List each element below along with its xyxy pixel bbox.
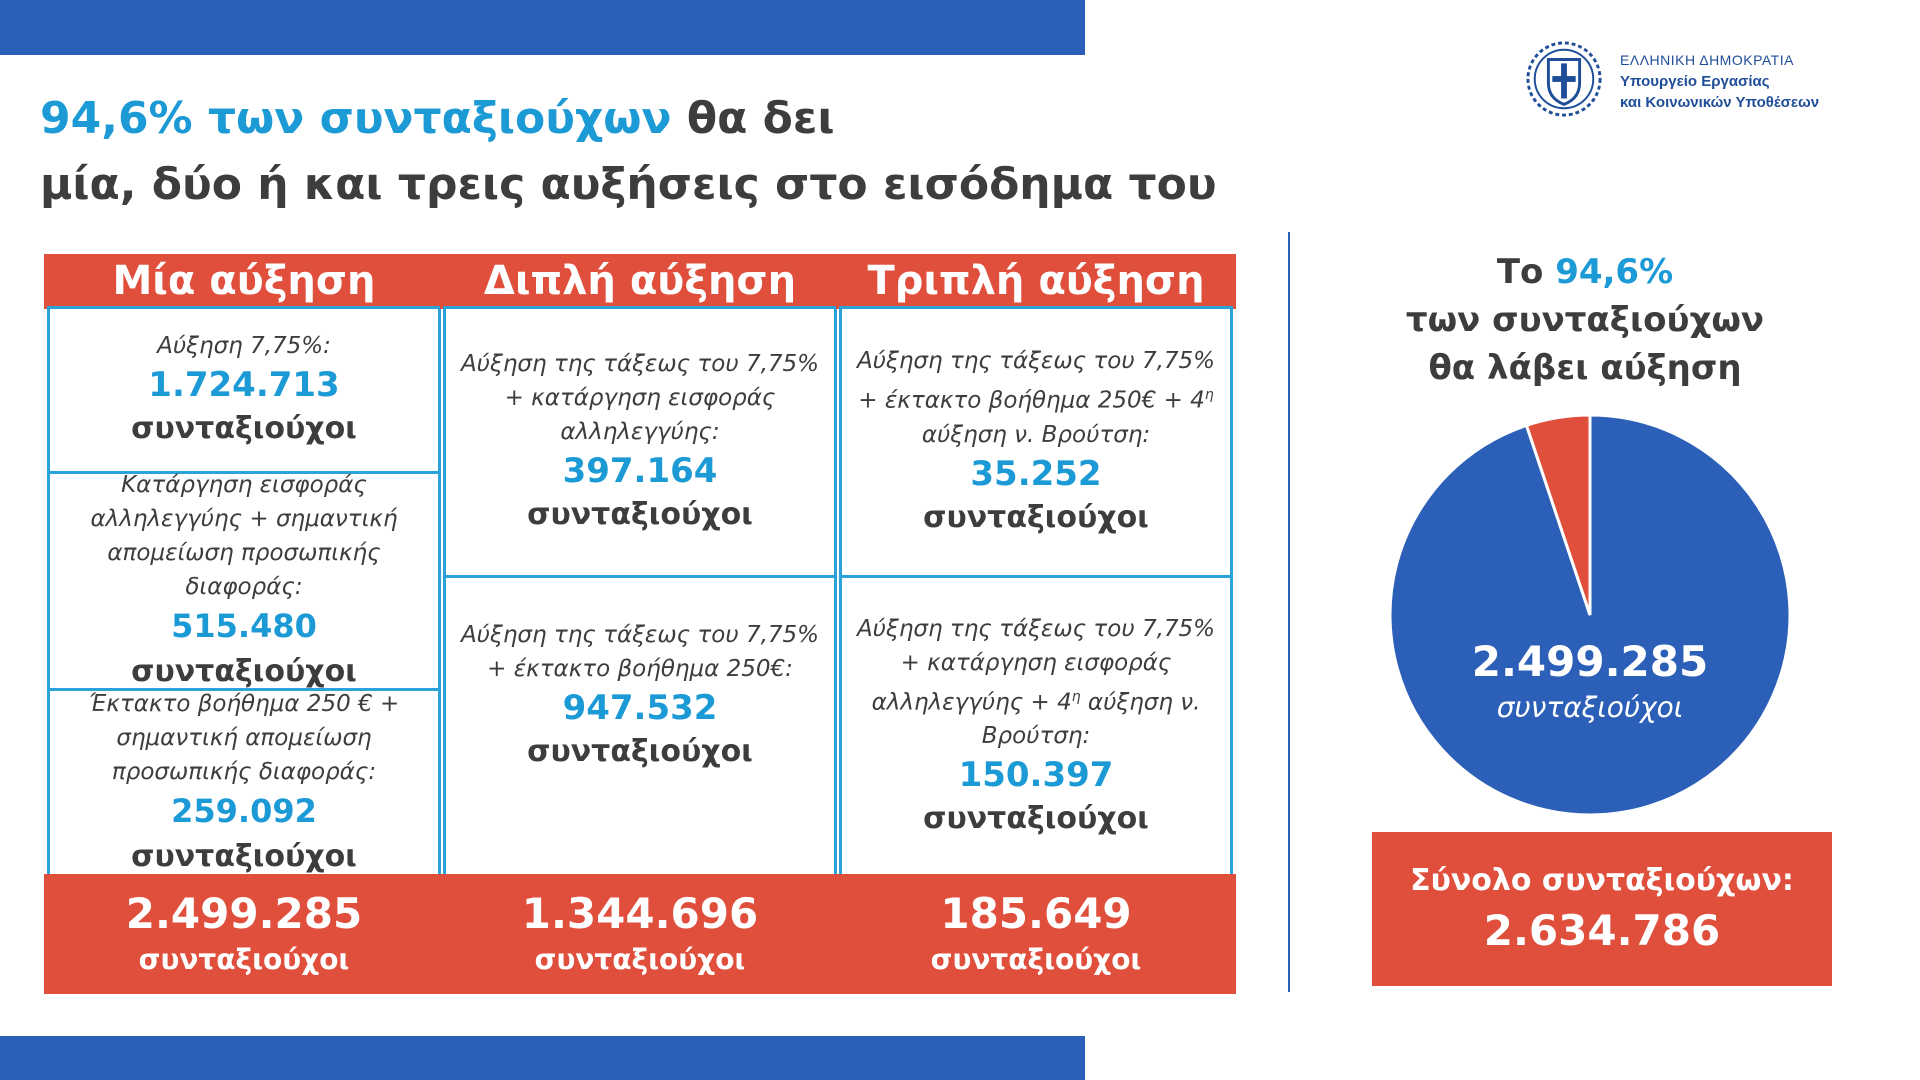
table-cell: Αύξηση της τάξεως του 7,75% + έκτακτο βο… <box>443 575 837 878</box>
cell-unit: συνταξιούχοι <box>131 411 357 446</box>
total-value: 2.499.285 <box>125 889 363 938</box>
table-cell: Αύξηση της τάξεως του 7,75% + κατάργηση … <box>443 306 837 578</box>
cell-unit: συνταξιούχοι <box>527 497 753 532</box>
cell-value: 1.724.713 <box>148 365 340 405</box>
column-header: Διπλή αύξηση <box>440 254 840 309</box>
greek-coat-of-arms-icon <box>1526 41 1602 117</box>
pie-value: 2.499.285 <box>1471 637 1709 686</box>
ministry-name: ΕΛΛΗΝΙΚΗ ΔΗΜΟΚΡΑΤΙΑ Υπουργείο Εργασίας κ… <box>1620 50 1819 113</box>
pie-chart <box>1388 413 1792 817</box>
cell-unit: συνταξιούχοι <box>131 654 357 689</box>
title-line-1: 94,6% των συνταξιούχων θα δει <box>40 86 1217 152</box>
column-total: 185.649 συνταξιούχοι <box>836 874 1236 994</box>
column-single-increase: Μία αύξηση Αύξηση 7,75%: 1.724.713 συντα… <box>44 254 444 994</box>
section-divider <box>1288 232 1290 992</box>
total-pensioners-box: Σύνολο συνταξιούχων: 2.634.786 <box>1372 832 1832 986</box>
cell-unit: συνταξιούχοι <box>527 734 753 769</box>
cell-value-line: 259.092 συνταξιούχοι <box>74 789 414 879</box>
increase-table: Μία αύξηση Αύξηση 7,75%: 1.724.713 συντα… <box>44 254 1236 994</box>
cell-value: 150.397 <box>958 755 1114 796</box>
total-value: 2.634.786 <box>1483 906 1721 955</box>
column-total: 2.499.285 συνταξιούχοι <box>44 874 444 994</box>
cell-value: 397.164 <box>562 451 718 491</box>
bottom-banner-bar <box>0 1036 1085 1080</box>
column-header: Μία αύξηση <box>44 254 444 309</box>
total-unit: συνταξιούχοι <box>930 943 1142 976</box>
pie-title: Το 94,6% των συνταξιούχων θα λάβει αύξησ… <box>1360 248 1810 392</box>
page-title: 94,6% των συνταξιούχων θα δει μία, δύο ή… <box>40 86 1217 218</box>
cell-unit: συνταξιούχοι <box>923 801 1149 837</box>
column-total: 1.344.696 συνταξιούχοι <box>440 874 840 994</box>
total-value: 185.649 <box>940 889 1132 938</box>
cell-description: Αύξηση της τάξεως του 7,75% + κατάργηση … <box>856 615 1216 750</box>
cell-unit: συνταξιούχοι <box>923 499 1149 535</box>
cell-description: Αύξηση 7,75%: <box>157 333 331 359</box>
cell-value: 35.252 <box>970 453 1102 494</box>
pie-title-line-2: των συνταξιούχων <box>1405 300 1765 340</box>
pie-title-line-3: θα λάβει αύξηση <box>1428 348 1742 388</box>
column-double-increase: Διπλή αύξηση Αύξηση της τάξεως του 7,75%… <box>440 254 840 994</box>
cell-description: Αύξηση της τάξεως του 7,75% + έκτακτο βο… <box>856 348 1216 448</box>
cell-description: Αύξηση της τάξεως του 7,75% + έκτακτο βο… <box>460 622 820 682</box>
cell-value: 515.480 <box>171 607 317 645</box>
cell-unit: συνταξιούχοι <box>131 839 357 874</box>
cell-value: 259.092 <box>171 792 317 830</box>
cell-description: Έκτακτο βοήθημα 250 € + σημαντική απομεί… <box>88 691 400 785</box>
cell-value: 947.532 <box>562 688 718 728</box>
column-header: Τριπλή αύξηση <box>836 254 1236 309</box>
pie-unit: συνταξιούχοι <box>1496 691 1684 724</box>
table-cell: Κατάργηση εισφοράς αλληλεγγύης + σημαντι… <box>47 471 441 691</box>
top-banner-bar <box>0 0 1085 55</box>
column-triple-increase: Τριπλή αύξηση Αύξηση της τάξεως του 7,75… <box>836 254 1236 994</box>
org-line-1: ΕΛΛΗΝΙΚΗ ΔΗΜΟΚΡΑΤΙΑ <box>1620 52 1794 68</box>
title-rest: θα δει <box>671 93 835 144</box>
pie-title-line-1: Το 94,6% <box>1496 252 1674 292</box>
cell-description: Κατάργηση εισφοράς αλληλεγγύης + σημαντι… <box>90 472 398 600</box>
cell-description: Αύξηση της τάξεως του 7,75% + κατάργηση … <box>460 351 820 445</box>
title-line-2: μία, δύο ή και τρεις αυξήσεις στο εισόδη… <box>40 159 1217 210</box>
pie-value-label: 2.499.285 συνταξιούχοι <box>1440 636 1740 728</box>
table-cell: Αύξηση της τάξεως του 7,75% + έκτακτο βο… <box>839 306 1233 578</box>
title-highlight: 94,6% των συνταξιούχων <box>40 93 672 144</box>
cell-value-line: 515.480 συνταξιούχοι <box>78 604 410 694</box>
total-unit: συνταξιούχοι <box>138 943 350 976</box>
org-line-2: Υπουργείο Εργασίας <box>1620 73 1770 90</box>
org-line-3: και Κοινωνικών Υποθέσεων <box>1620 94 1820 111</box>
table-cell: Αύξηση 7,75%: 1.724.713 συνταξιούχοι <box>47 306 441 474</box>
total-unit: συνταξιούχοι <box>534 943 746 976</box>
pie-slice-1 <box>1524 413 1592 616</box>
total-value: 1.344.696 <box>521 889 759 938</box>
total-label: Σύνολο συνταξιούχων: <box>1410 863 1794 898</box>
table-cell: Έκτακτο βοήθημα 250 € + σημαντική απομεί… <box>47 688 441 878</box>
table-cell: Αύξηση της τάξεως του 7,75% + κατάργηση … <box>839 575 1233 878</box>
